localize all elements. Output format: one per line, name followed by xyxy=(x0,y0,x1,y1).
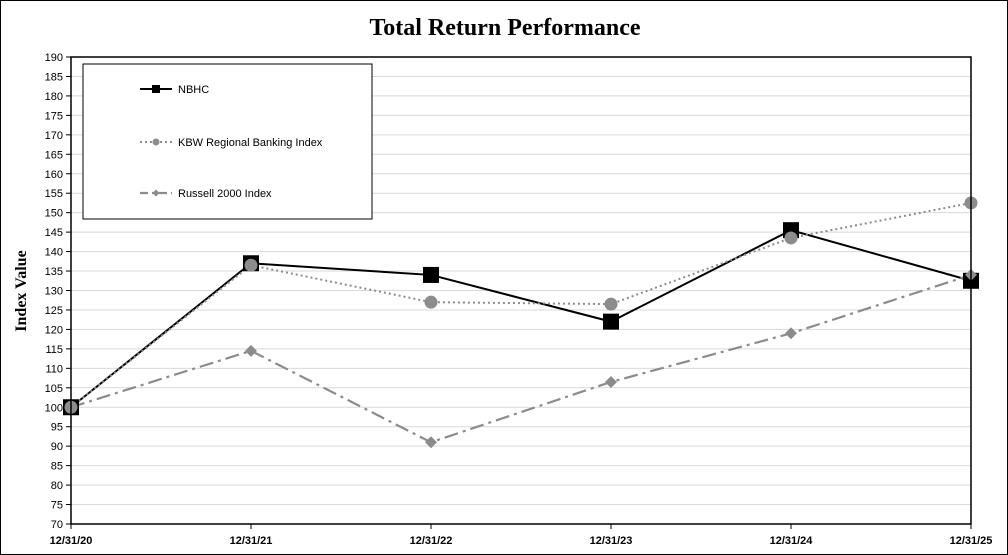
data-point xyxy=(785,327,797,340)
legend-marker xyxy=(152,138,160,146)
y-tick-label: 80 xyxy=(51,480,63,492)
data-point xyxy=(425,436,437,449)
y-tick-label: 100 xyxy=(45,402,63,414)
y-tick-label: 145 xyxy=(45,227,63,239)
x-tick-label: 12/31/24 xyxy=(770,535,814,547)
legend-box xyxy=(82,63,373,220)
y-tick-label: 150 xyxy=(45,208,63,220)
y-tick-label: 175 xyxy=(45,110,63,122)
data-point xyxy=(603,313,619,330)
y-tick-label: 105 xyxy=(45,383,63,395)
legend-label: KBW Regional Banking Index xyxy=(178,137,323,149)
x-tick-label: 12/31/20 xyxy=(50,535,93,547)
data-point xyxy=(784,231,798,245)
data-point xyxy=(245,344,257,357)
y-tick-label: 90 xyxy=(51,441,63,453)
x-tick-label: 12/31/25 xyxy=(950,535,993,547)
y-tick-label: 190 xyxy=(45,52,63,64)
y-tick-label: 120 xyxy=(45,324,63,336)
y-tick-label: 110 xyxy=(45,363,63,375)
series-layer xyxy=(63,196,979,449)
x-tick-label: 12/31/21 xyxy=(230,535,273,547)
y-tick-label: 160 xyxy=(45,169,63,181)
x-tick-label: 12/31/23 xyxy=(590,535,633,547)
y-tick-label: 155 xyxy=(45,188,63,200)
x-axis-ticks: 12/31/20 12/31/21 12/31/22 12/31/23 12/31/24… xyxy=(50,524,993,547)
legend: NBHC KBW Regional Banking Index Russell 20… xyxy=(82,63,373,220)
data-point xyxy=(423,266,439,283)
y-tick-label: 125 xyxy=(45,305,63,317)
y-tick-label: 70 xyxy=(51,519,63,531)
series-line xyxy=(70,201,972,409)
y-tick-label: 95 xyxy=(51,422,63,434)
legend-marker xyxy=(152,85,160,93)
y-tick-label: 170 xyxy=(45,130,63,142)
y-tick-label: 135 xyxy=(45,266,63,278)
series-line xyxy=(70,229,972,409)
y-tick-label: 180 xyxy=(45,91,63,103)
legend-label: NBHC xyxy=(178,84,209,96)
y-axis-ticks: 70 75 80 85 90 95 100 105 110 115 120 125 130 135 140 1… xyxy=(45,52,71,531)
y-tick-label: 165 xyxy=(45,149,63,161)
data-point xyxy=(605,375,617,388)
y-tick-label: 75 xyxy=(51,500,63,512)
y-tick-label: 140 xyxy=(45,247,63,259)
data-point xyxy=(604,297,618,311)
x-tick-label: 12/31/22 xyxy=(410,535,453,547)
data-point xyxy=(424,295,438,309)
chart-title: Total Return Performance xyxy=(369,15,640,41)
plot-frame xyxy=(70,56,972,525)
y-tick-label: 115 xyxy=(45,344,63,356)
legend-marker xyxy=(152,189,160,197)
y-tick-label: 130 xyxy=(45,286,63,298)
legend-label: Russell 2000 Index xyxy=(178,188,272,200)
y-tick-label: 185 xyxy=(45,71,63,83)
y-tick-label: 85 xyxy=(51,461,63,473)
data-point xyxy=(244,258,258,272)
y-axis-label: Index Value xyxy=(13,250,30,331)
